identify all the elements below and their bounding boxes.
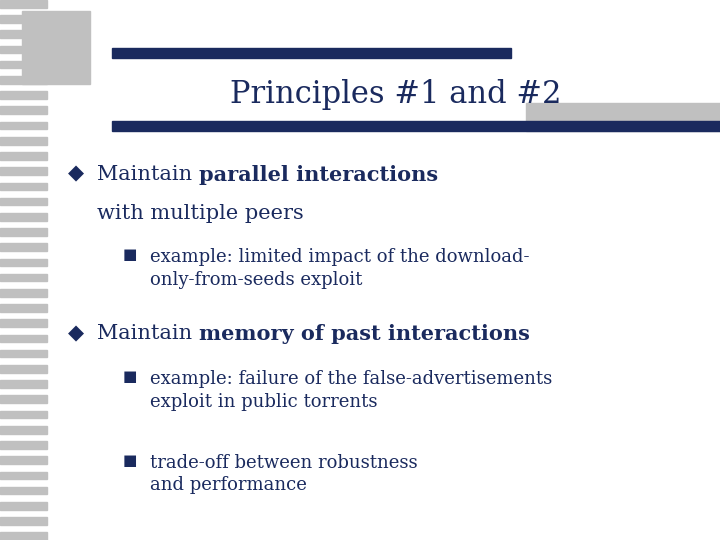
Bar — [0, 289, 47, 296]
Text: ■: ■ — [122, 454, 137, 468]
Bar — [0, 320, 47, 327]
Bar — [0, 441, 47, 449]
Bar — [0, 30, 47, 38]
Bar — [0, 0, 47, 8]
Bar — [526, 103, 720, 131]
Text: trade-off between robustness
and performance: trade-off between robustness and perform… — [150, 454, 418, 495]
Text: Maintain: Maintain — [97, 324, 199, 343]
Bar — [0, 106, 47, 114]
Bar — [0, 517, 47, 525]
Bar — [0, 259, 47, 266]
Bar — [0, 426, 47, 434]
Text: ■: ■ — [122, 370, 137, 384]
Bar — [0, 198, 47, 205]
Bar — [0, 91, 47, 99]
Bar — [0, 411, 47, 418]
Bar — [0, 213, 47, 220]
Bar — [0, 380, 47, 388]
Text: ◆: ◆ — [68, 324, 84, 343]
Bar — [0, 122, 47, 129]
Bar — [0, 532, 47, 540]
Bar — [0, 502, 47, 510]
Bar — [0, 456, 47, 464]
Bar — [0, 152, 47, 160]
Bar — [0, 244, 47, 251]
Bar — [0, 395, 47, 403]
Bar — [112, 48, 511, 58]
Bar — [0, 167, 47, 175]
Text: Maintain: Maintain — [97, 165, 199, 184]
Bar — [0, 76, 47, 84]
Bar — [0, 183, 47, 190]
Bar — [0, 61, 47, 69]
Text: with multiple peers: with multiple peers — [97, 204, 304, 222]
Text: ◆: ◆ — [68, 165, 84, 184]
Text: ■: ■ — [122, 248, 137, 262]
Text: example: limited impact of the download-
only-from-seeds exploit: example: limited impact of the download-… — [150, 248, 529, 289]
Bar — [0, 304, 47, 312]
Bar — [0, 487, 47, 494]
Text: example: failure of the false-advertisements
exploit in public torrents: example: failure of the false-advertisem… — [150, 370, 552, 411]
Bar — [22, 11, 90, 84]
Bar — [0, 228, 47, 236]
Text: parallel interactions: parallel interactions — [199, 165, 438, 185]
Bar — [0, 274, 47, 281]
Bar — [0, 137, 47, 145]
Bar — [112, 121, 720, 131]
Bar — [0, 46, 47, 53]
Bar — [0, 365, 47, 373]
Bar — [0, 471, 47, 479]
Text: memory of past interactions: memory of past interactions — [199, 324, 530, 344]
Bar — [0, 335, 47, 342]
Text: Principles #1 and #2: Principles #1 and #2 — [230, 79, 562, 110]
Bar — [0, 350, 47, 357]
Bar — [0, 15, 47, 23]
